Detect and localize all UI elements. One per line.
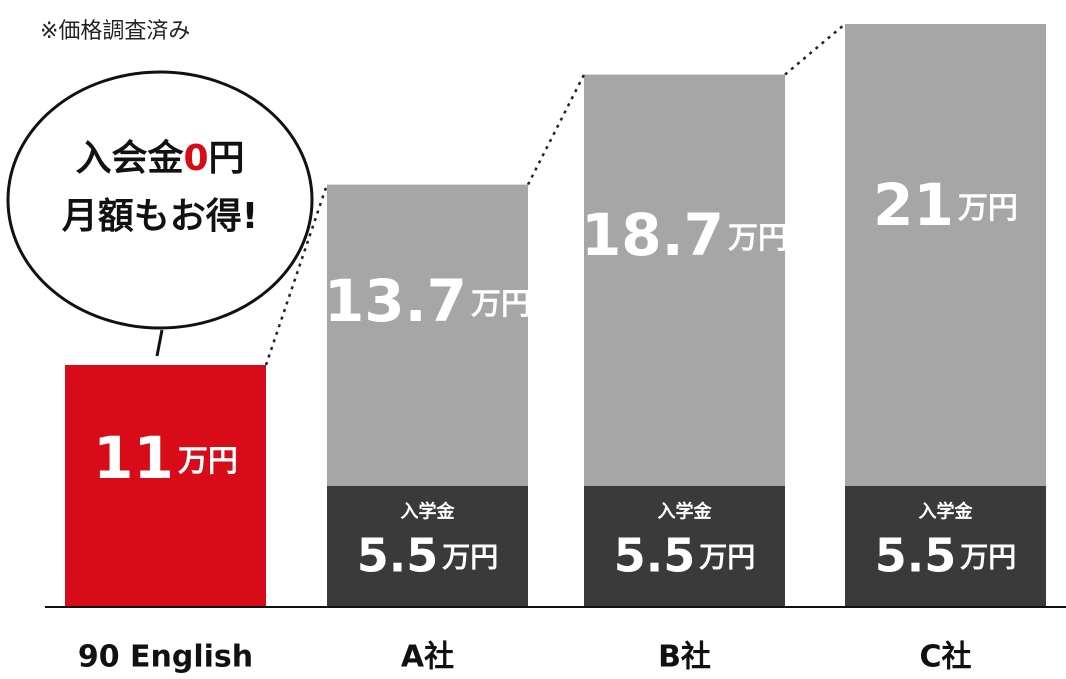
unit: 万円 bbox=[178, 443, 238, 478]
unit: 万円 bbox=[699, 541, 755, 574]
bar-segment bbox=[584, 74, 785, 486]
unit: 万円 bbox=[958, 190, 1018, 225]
callout-line2: 月額もお得! bbox=[62, 196, 258, 237]
value: 18.7 bbox=[581, 201, 724, 269]
x-tick-label: 90 English bbox=[78, 640, 253, 675]
x-tick-label: B社 bbox=[658, 640, 711, 675]
value-label: 11 万円 bbox=[93, 424, 238, 492]
value-label: 13.7 万円 bbox=[324, 267, 531, 335]
unit: 万円 bbox=[471, 287, 531, 322]
segment-name: 入学金 bbox=[401, 501, 456, 523]
bar-segment bbox=[845, 486, 1046, 607]
connector bbox=[526, 74, 586, 186]
unit: 万円 bbox=[960, 541, 1016, 574]
segment-name: 入学金 bbox=[919, 501, 974, 523]
value-label: 5.5 万円 bbox=[357, 528, 499, 582]
value: 13.7 bbox=[324, 267, 467, 335]
bar-segment bbox=[845, 24, 1046, 486]
bar-segment bbox=[584, 486, 785, 607]
x-tick-label: C社 bbox=[919, 640, 971, 675]
callout-highlight: 0 bbox=[183, 138, 208, 179]
unit: 万円 bbox=[728, 221, 788, 256]
value-label: 21 万円 bbox=[873, 171, 1018, 239]
bar-segment bbox=[327, 184, 528, 486]
value: 5.5 bbox=[357, 528, 439, 582]
callout-text: 円 bbox=[209, 138, 245, 179]
bar-segment bbox=[327, 486, 528, 607]
callout-tail bbox=[155, 329, 164, 357]
segment-name: 入学金 bbox=[658, 501, 713, 523]
note: ※価格調査済み bbox=[40, 19, 190, 44]
callout-text: 入会金 bbox=[75, 137, 184, 179]
x-tick-label: A社 bbox=[401, 640, 454, 675]
value: 5.5 bbox=[614, 528, 696, 582]
bar-segment bbox=[65, 365, 266, 607]
value-label: 5.5 万円 bbox=[614, 528, 756, 582]
callout-bubble bbox=[6, 70, 314, 330]
value: 21 bbox=[873, 171, 954, 239]
value: 11 bbox=[93, 424, 174, 492]
callout-line1: 入会金0円 bbox=[75, 137, 244, 179]
connector bbox=[784, 23, 846, 76]
value-label: 5.5 万円 bbox=[875, 528, 1017, 582]
unit: 万円 bbox=[442, 541, 498, 574]
value: 5.5 bbox=[875, 528, 957, 582]
value-label: 18.7 万円 bbox=[581, 201, 788, 269]
